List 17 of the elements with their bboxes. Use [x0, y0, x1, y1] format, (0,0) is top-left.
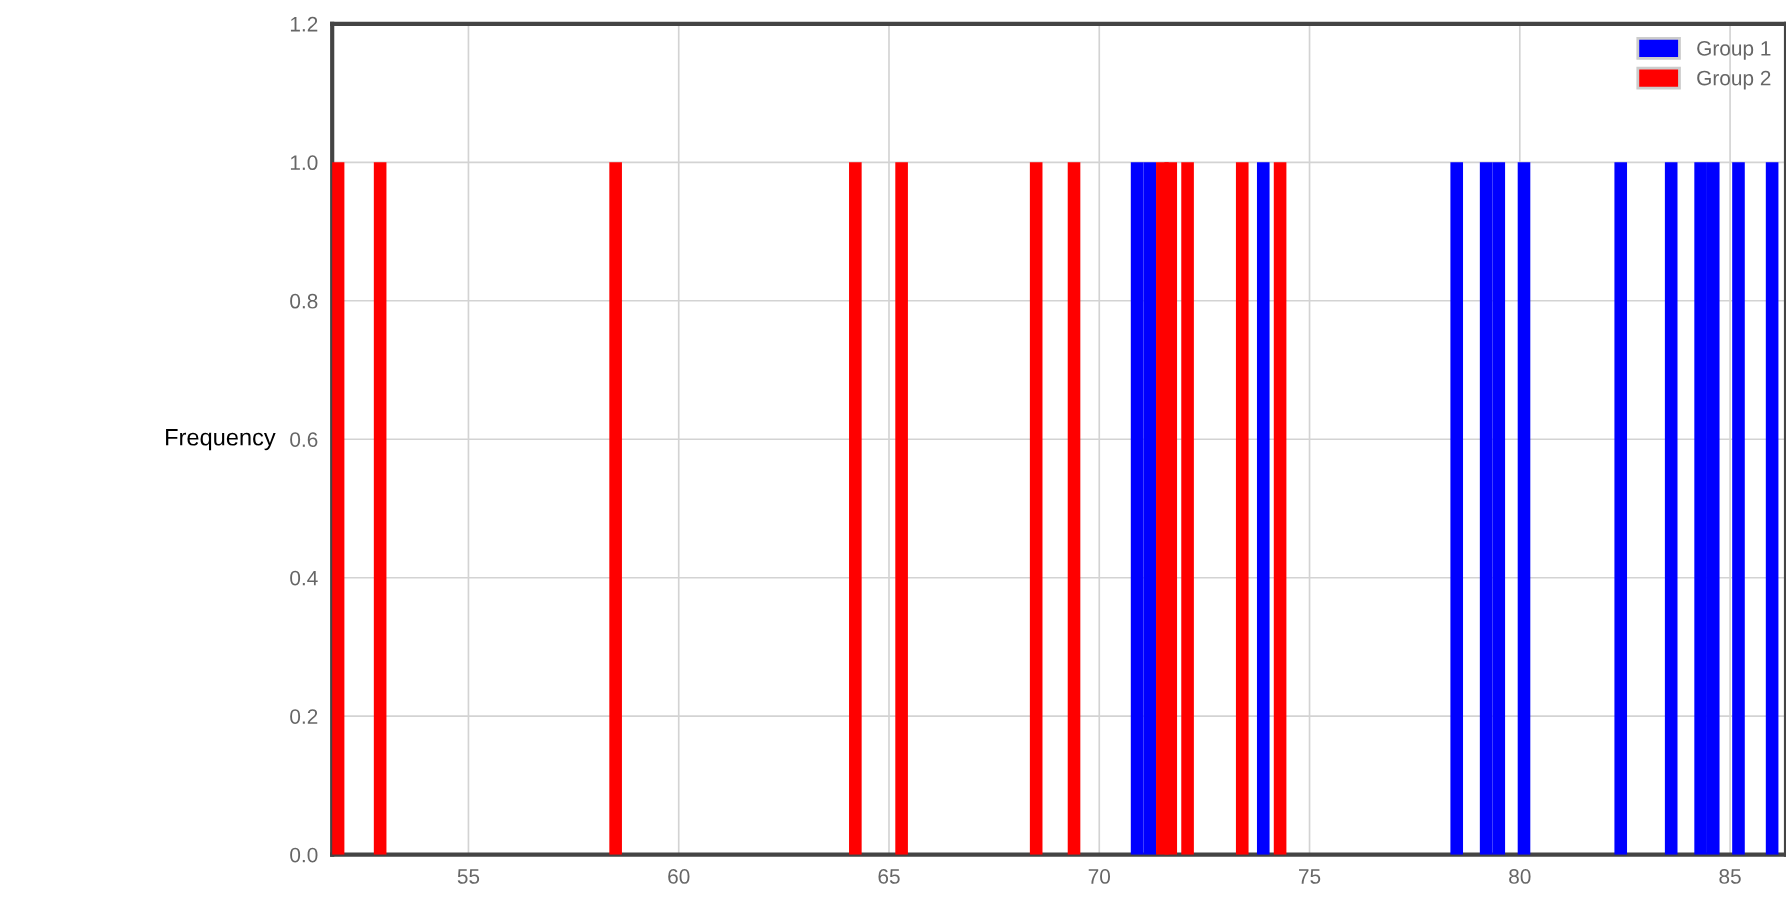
x-tick-label: 60: [668, 869, 690, 884]
y-axis-title: Frequency: [166, 429, 276, 451]
x-tick-label: 70: [1088, 869, 1111, 884]
y-tick-label: 0.8: [290, 293, 318, 309]
x-tick-label: 75: [1299, 869, 1321, 884]
y-tick-label: 0.0: [290, 847, 318, 863]
y-tick-label: 0.2: [290, 709, 318, 724]
legend-label: Group 1: [1697, 40, 1771, 60]
y-tick-label: 1.2: [290, 16, 318, 32]
legend-label: Group 2: [1697, 70, 1771, 90]
y-tick-label: 0.4: [290, 570, 318, 586]
x-tick-label: 80: [1509, 869, 1531, 884]
x-tick-label: 55: [457, 869, 480, 884]
y-tick-label: 0.6: [290, 432, 318, 447]
x-tick-label: 65: [878, 869, 900, 884]
x-tick-label: 85: [1719, 869, 1741, 884]
y-tick-label: 1.0: [290, 155, 318, 171]
